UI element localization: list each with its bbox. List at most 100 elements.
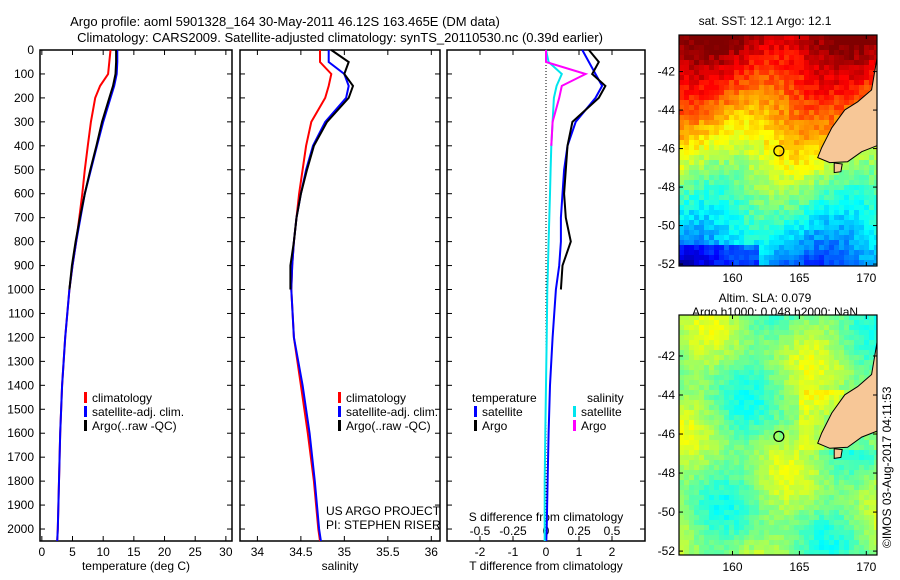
map-cell (709, 35, 715, 41)
map-cell (694, 240, 700, 246)
map-cell (684, 95, 690, 101)
map-cell (749, 235, 755, 241)
map-cell (824, 510, 830, 516)
map-cell (794, 525, 800, 531)
map-cell (769, 425, 775, 431)
map-cell (789, 470, 795, 476)
map-cell (704, 410, 710, 416)
map-cell (814, 170, 820, 176)
map-cell (709, 545, 715, 551)
map-cell (709, 320, 715, 326)
map-cell (724, 260, 730, 266)
map-cell (744, 165, 750, 171)
map-cell (754, 225, 760, 231)
map-cell (834, 160, 840, 166)
map-cell (679, 215, 685, 221)
map-cell (704, 80, 710, 86)
map-cell (729, 345, 735, 351)
map-cell (849, 190, 855, 196)
map-cell (724, 485, 730, 491)
map-cell (859, 55, 865, 61)
map-cell (844, 355, 850, 361)
map-cell (844, 345, 850, 351)
map-cell (729, 315, 735, 321)
map-cell (709, 425, 715, 431)
map-cell (784, 245, 790, 251)
map-cell (694, 395, 700, 401)
map-cell (689, 140, 695, 146)
map-cell (844, 160, 850, 166)
map-cell (784, 475, 790, 481)
map-cell (739, 550, 745, 556)
map-cell (764, 125, 770, 131)
x-tick-label: -1 (508, 545, 519, 559)
map-cell (754, 350, 760, 356)
map-cell (764, 360, 770, 366)
map-cell (849, 495, 855, 501)
map-cell (749, 505, 755, 511)
map-cell (739, 245, 745, 251)
map-cell (764, 455, 770, 461)
map-cell (869, 80, 875, 86)
map-cell (804, 165, 810, 171)
map-cell (864, 365, 870, 371)
map-cell (759, 450, 765, 456)
map-cell (744, 195, 750, 201)
map-cell (749, 495, 755, 501)
map-cell (814, 390, 820, 396)
map-cell (754, 55, 760, 61)
map-cell (804, 390, 810, 396)
map-cell (849, 245, 855, 251)
map-cell (809, 80, 815, 86)
map-cell (814, 480, 820, 486)
map-cell (829, 95, 835, 101)
map-cell (804, 470, 810, 476)
map-cell (739, 380, 745, 386)
map-cell (694, 520, 700, 526)
map-cell (809, 380, 815, 386)
map-cell (839, 90, 845, 96)
map-cell (684, 395, 690, 401)
map-cell (774, 240, 780, 246)
map-cell (794, 205, 800, 211)
map-cell (814, 185, 820, 191)
map-cell (779, 545, 785, 551)
map-cell (864, 80, 870, 86)
map-cell (754, 395, 760, 401)
map-cell (739, 440, 745, 446)
map-cell (759, 100, 765, 106)
map-cell (829, 380, 835, 386)
map-cell (684, 380, 690, 386)
map-cell (824, 190, 830, 196)
map-cell (804, 235, 810, 241)
map-cell (799, 155, 805, 161)
map-cell (729, 175, 735, 181)
map-cell (774, 215, 780, 221)
map-cell (679, 205, 685, 211)
map-cell (809, 440, 815, 446)
map-cell (739, 150, 745, 156)
map-cell (854, 355, 860, 361)
map-cell (839, 340, 845, 346)
map-cell (844, 65, 850, 71)
map-cell (724, 130, 730, 136)
map-cell (694, 450, 700, 456)
map-cell (719, 245, 725, 251)
map-cell (724, 125, 730, 131)
map-cell (749, 395, 755, 401)
map-cell (709, 130, 715, 136)
map-cell (684, 215, 690, 221)
map-cell (814, 445, 820, 451)
map-cell (864, 325, 870, 331)
map-cell (694, 510, 700, 516)
map-cell (824, 505, 830, 511)
map-cell (869, 160, 875, 166)
map-cell (754, 70, 760, 76)
map-cell (769, 230, 775, 236)
map-cell (754, 315, 760, 321)
map-cell (754, 450, 760, 456)
map-cell (734, 125, 740, 131)
s-axis-tick-label: -0.25 (499, 524, 527, 538)
map-cell (859, 155, 865, 161)
map-cell (834, 470, 840, 476)
